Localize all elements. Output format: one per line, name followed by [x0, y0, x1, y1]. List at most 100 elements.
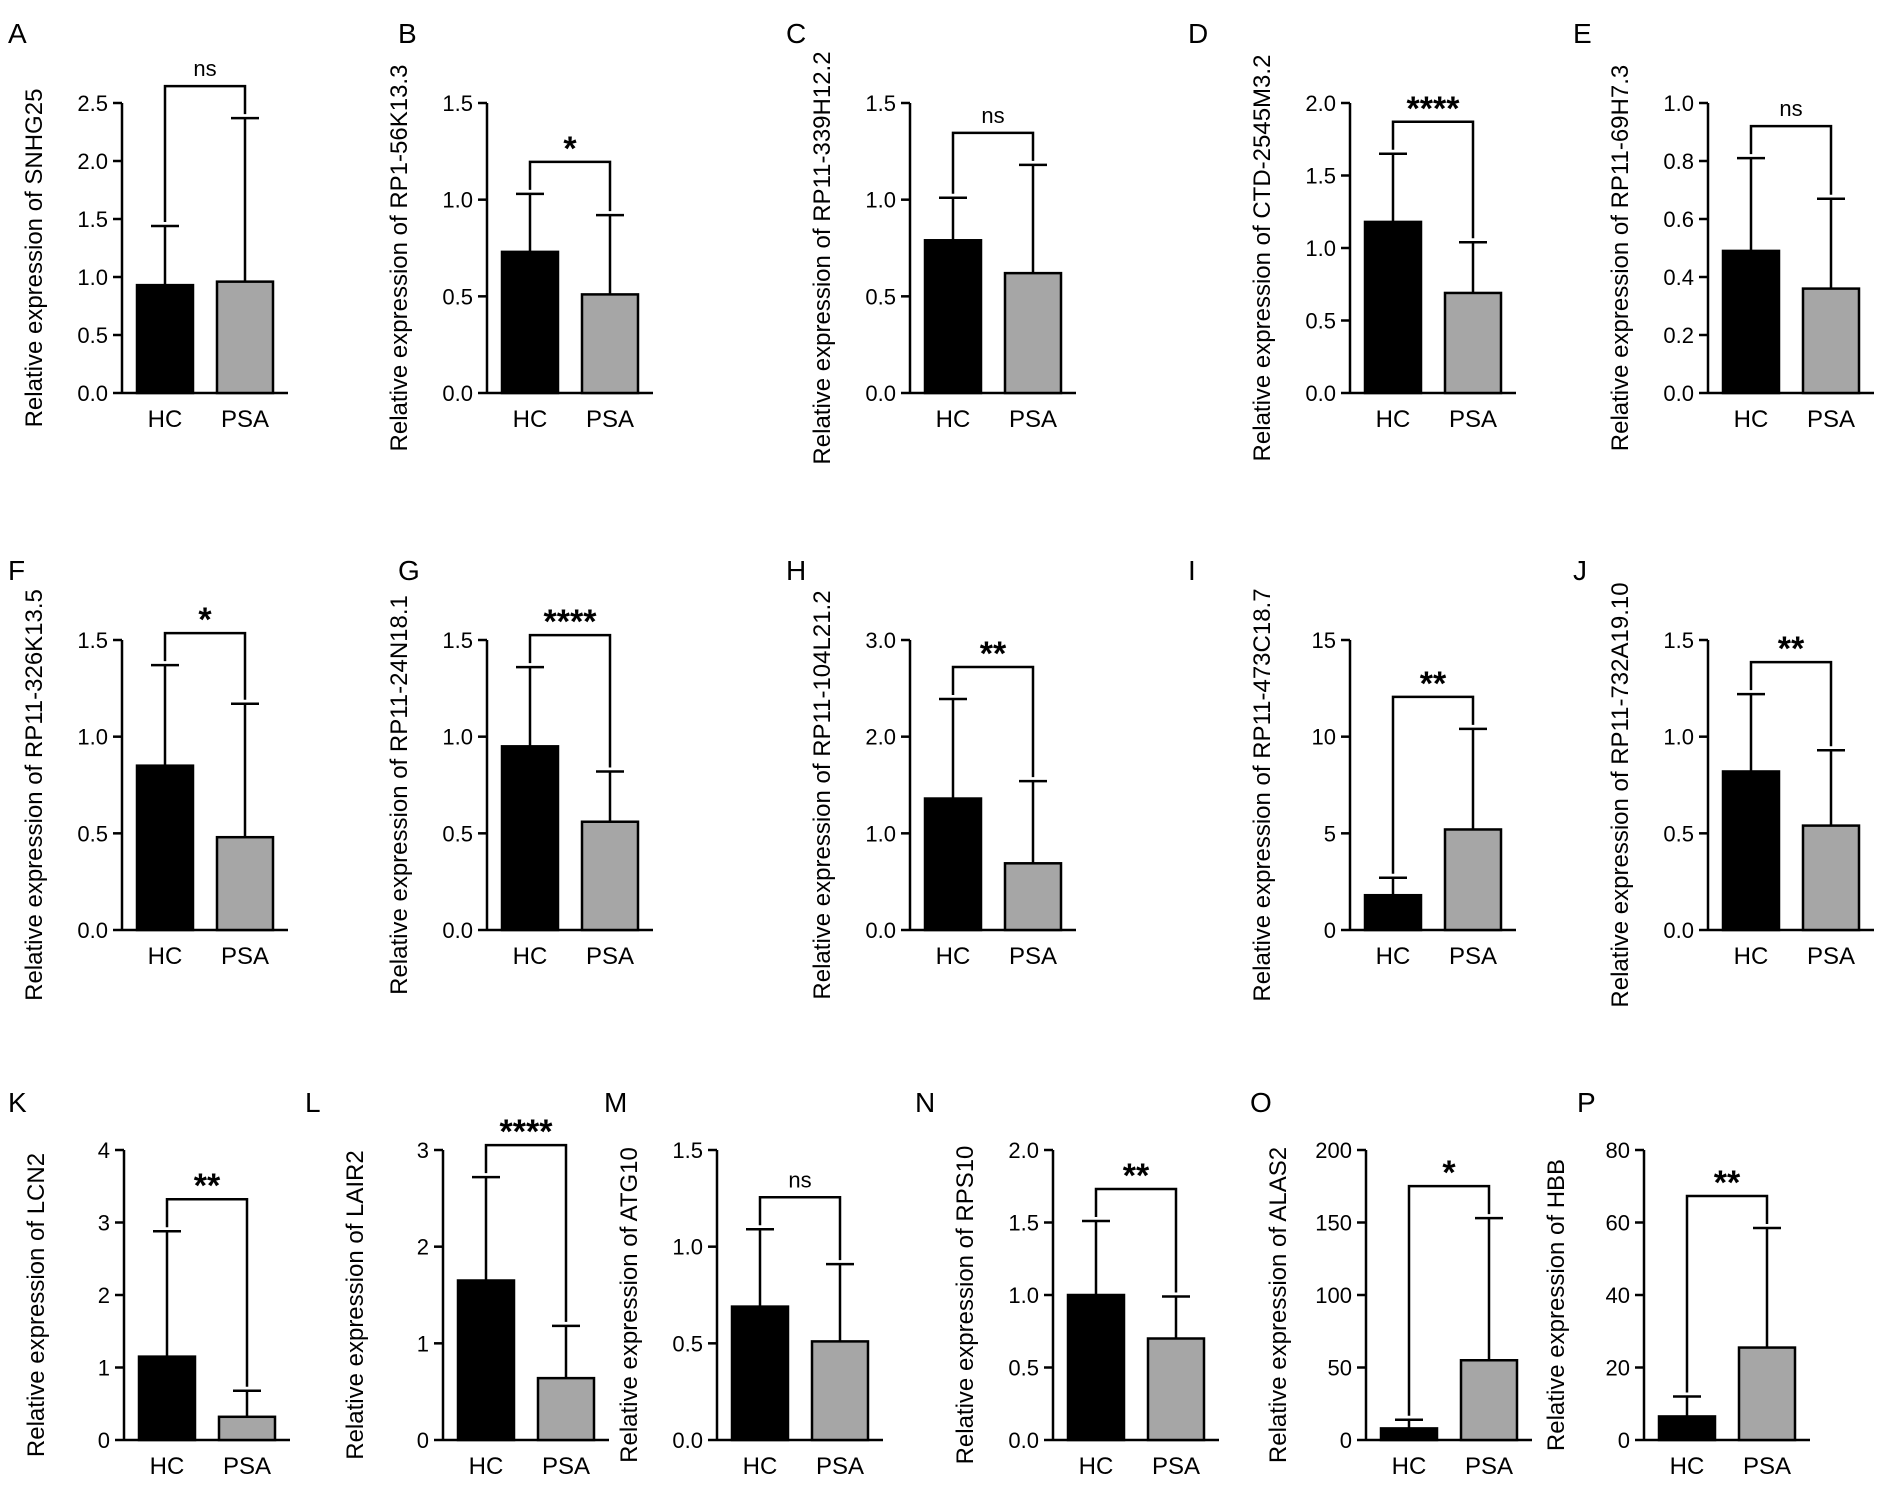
- panel-F: F 0.0 0.5 1.0 1.5 Relative expression of RP11…: [8, 555, 288, 1001]
- bar-psa: [1443, 828, 1503, 932]
- significance-label: **: [1420, 665, 1447, 703]
- panel-A: A 0.0 0.5 1.0 1.5 2.0 2.5 Relative expression o…: [8, 18, 288, 433]
- x-tick-label: HC: [1734, 406, 1769, 433]
- bar-psa: [1146, 1337, 1206, 1442]
- y-tick-label: 100: [1315, 1283, 1352, 1308]
- y-tick-label: 0.5: [672, 1331, 703, 1356]
- y-axis-label: Relative expression of RP11-69H7.3: [1607, 65, 1634, 451]
- panel-G: G 0.0 0.5 1.0 1.5 Relative expression of RP11…: [386, 555, 653, 995]
- bar-hc: [730, 1305, 790, 1442]
- x-tick-label: HC: [469, 1453, 504, 1480]
- significance-bracket: [165, 1197, 249, 1387]
- y-tick-label: 1.0: [865, 188, 896, 213]
- bar-hc: [923, 797, 983, 932]
- bar-psa: [580, 820, 640, 932]
- panel-label: J: [1573, 555, 1587, 586]
- y-tick-label: 50: [1328, 1356, 1352, 1381]
- panel-label: C: [786, 18, 806, 49]
- panel-E: E 0.0 0.2 0.4 0.6 0.8 1.0 Relative expression o…: [1573, 18, 1874, 451]
- y-tick-label: 1.0: [865, 821, 896, 846]
- y-tick-label: 0.5: [1008, 1356, 1039, 1381]
- y-tick-label: 0.0: [1305, 381, 1336, 406]
- bar-psa: [536, 1376, 596, 1442]
- x-tick-label: PSA: [1449, 943, 1497, 970]
- panel-label: P: [1577, 1087, 1596, 1118]
- x-tick-label: PSA: [223, 1453, 271, 1480]
- y-tick-label: 0.5: [77, 323, 108, 348]
- significance-bracket: [758, 1196, 842, 1261]
- x-tick-label: PSA: [816, 1453, 864, 1480]
- panel-label: B: [398, 18, 417, 49]
- bar-hc: [1657, 1415, 1717, 1442]
- significance-label: ns: [981, 103, 1004, 128]
- y-tick-label: 2.5: [77, 91, 108, 116]
- significance-bracket: [1685, 1194, 1769, 1393]
- x-tick-label: PSA: [586, 943, 634, 970]
- y-axis-label: Relative expression of LAIR2: [342, 1150, 369, 1460]
- y-tick-label: 2.0: [1305, 91, 1336, 116]
- panel-label: D: [1188, 18, 1208, 49]
- bar-hc: [135, 764, 195, 932]
- bar-psa: [1801, 287, 1861, 395]
- y-tick-label: 2: [417, 1235, 429, 1260]
- y-tick-label: 1.5: [1305, 164, 1336, 189]
- panel-label: G: [398, 555, 420, 586]
- panel-label: E: [1573, 18, 1592, 49]
- panel-N: N 0.0 0.5 1.0 1.5 2.0 Relative expression of R…: [915, 1087, 1219, 1480]
- panel-B: B 0.0 0.5 1.0 1.5 Relative expression of RP1-…: [386, 18, 653, 451]
- y-tick-label: 1.5: [1663, 628, 1694, 653]
- panel-label: K: [8, 1087, 27, 1118]
- bar-psa: [810, 1340, 870, 1442]
- y-tick-label: 150: [1315, 1211, 1352, 1236]
- bar-hc: [1721, 770, 1781, 932]
- y-tick-label: 0.4: [1663, 265, 1694, 290]
- panel-label: M: [604, 1087, 627, 1118]
- bar-psa: [1459, 1359, 1519, 1442]
- y-tick-label: 1.0: [77, 265, 108, 290]
- y-tick-label: 1.5: [1008, 1211, 1039, 1236]
- panel-M: M 0.0 0.5 1.0 1.5 Relative expression of ATG1…: [604, 1087, 883, 1480]
- y-tick-label: 2.0: [865, 725, 896, 750]
- y-tick-label: 0.5: [865, 284, 896, 309]
- y-tick-label: 1.0: [442, 725, 473, 750]
- bar-psa: [215, 280, 275, 395]
- x-tick-label: PSA: [1807, 943, 1855, 970]
- panel-label: L: [305, 1087, 321, 1118]
- significance-bracket: [1391, 120, 1475, 239]
- y-tick-label: 1.5: [442, 91, 473, 116]
- bar-hc: [137, 1355, 197, 1442]
- y-axis-label: Relative expression of RPS10: [952, 1146, 979, 1465]
- y-tick-label: 0.5: [1663, 821, 1694, 846]
- y-tick-label: 1.5: [77, 628, 108, 653]
- y-tick-label: 1.0: [1663, 725, 1694, 750]
- y-tick-label: 0: [417, 1428, 429, 1453]
- x-tick-label: PSA: [1807, 406, 1855, 433]
- significance-label: ns: [788, 1167, 811, 1192]
- x-tick-label: HC: [1376, 406, 1411, 433]
- bar-hc: [1363, 893, 1423, 932]
- x-tick-label: HC: [743, 1453, 778, 1480]
- x-tick-label: PSA: [1152, 1453, 1200, 1480]
- y-tick-label: 1.0: [1663, 91, 1694, 116]
- bar-hc: [135, 283, 195, 395]
- y-axis-label: Relative expression of LCN2: [23, 1153, 50, 1457]
- x-tick-label: PSA: [1743, 1453, 1791, 1480]
- bar-hc: [1721, 249, 1781, 395]
- significance-label: ****: [544, 603, 598, 641]
- significance-bracket: [1094, 1187, 1178, 1293]
- significance-label: ****: [500, 1113, 554, 1151]
- x-tick-label: PSA: [221, 406, 269, 433]
- significance-bracket: [951, 131, 1035, 194]
- x-tick-label: PSA: [1009, 406, 1057, 433]
- y-tick-label: 1.5: [865, 91, 896, 116]
- y-tick-label: 1.0: [672, 1235, 703, 1260]
- y-tick-label: 4: [98, 1138, 110, 1163]
- significance-label: *: [563, 130, 577, 168]
- significance-label: **: [1714, 1164, 1741, 1202]
- bar-hc: [1379, 1427, 1439, 1442]
- bar-hc: [1363, 220, 1423, 395]
- significance-label: ns: [193, 56, 216, 81]
- significance-label: *: [198, 601, 212, 639]
- significance-bracket: [163, 84, 247, 222]
